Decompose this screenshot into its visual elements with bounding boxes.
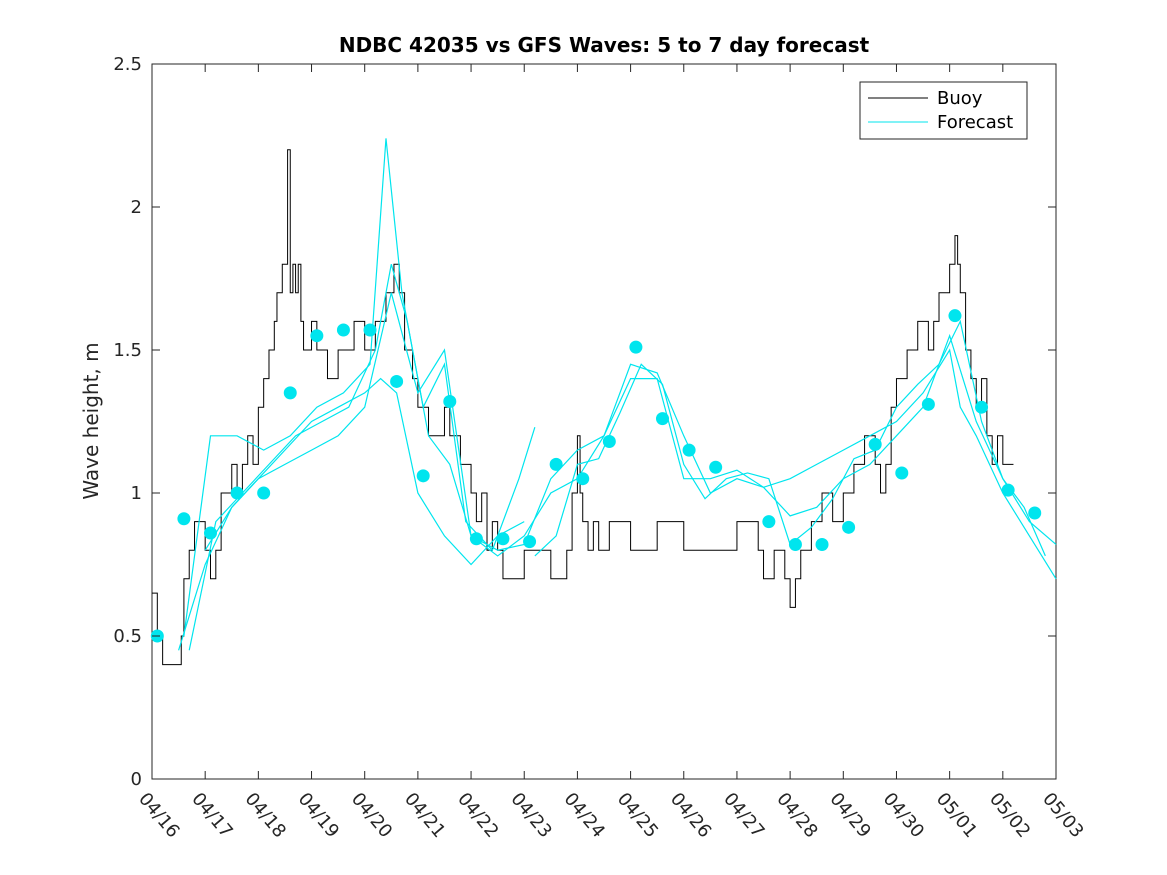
forecast-marker	[523, 535, 537, 549]
y-axis: 0 0.5 1 1.5 2 2.5	[113, 54, 1056, 790]
forecast-marker	[336, 323, 350, 337]
forecast-marker	[788, 537, 802, 551]
forecast-series-line	[204, 292, 1057, 557]
forecast-marker	[815, 537, 829, 551]
forecast-marker	[842, 520, 856, 534]
plot-area	[150, 63, 1057, 780]
forecast-marker	[709, 460, 723, 474]
forecast-marker	[655, 412, 669, 426]
forecast-marker	[230, 486, 244, 500]
forecast-series-line	[188, 264, 1057, 651]
forecast-marker	[948, 309, 962, 323]
forecast-marker	[1001, 483, 1015, 497]
forecast-marker	[629, 340, 643, 354]
y-tick-label: 0.5	[113, 626, 142, 647]
legend-box	[859, 81, 1028, 140]
legend-forecast-label: Forecast	[937, 112, 1013, 133]
forecast-marker	[310, 329, 324, 343]
forecast-marker	[496, 532, 510, 546]
forecast-marker	[549, 457, 563, 471]
forecast-marker	[762, 515, 776, 529]
forecast-marker	[1028, 506, 1042, 520]
y-tick-label: 1	[131, 483, 142, 504]
forecast-marker	[443, 394, 457, 408]
forecast-marker	[895, 466, 909, 480]
forecast-marker	[868, 437, 882, 451]
forecast-marker	[469, 532, 483, 546]
forecast-marker	[416, 469, 430, 483]
forecast-marker	[576, 472, 590, 486]
forecast-marker	[921, 397, 935, 411]
y-tick-label: 2	[131, 197, 142, 218]
forecast-marker	[602, 435, 616, 449]
forecast-marker	[257, 486, 271, 500]
forecast-marker	[363, 323, 377, 337]
y-tick-label: 1.5	[113, 340, 142, 361]
legend-buoy-label: Buoy	[937, 88, 983, 109]
forecast-marker	[975, 400, 989, 414]
forecast-marker	[682, 443, 696, 457]
forecast-marker	[390, 374, 404, 388]
forecast-marker	[203, 526, 217, 540]
plot-box	[151, 63, 1057, 780]
forecast-marker	[283, 386, 297, 400]
y-axis-label: Wave height, m	[79, 342, 103, 499]
legend: Buoy Forecast	[859, 81, 1028, 140]
y-tick-label: 0	[131, 769, 142, 790]
y-tick-label: 2.5	[113, 54, 142, 75]
chart-title: NDBC 42035 vs GFS Waves: 5 to 7 day fore…	[339, 33, 870, 57]
forecast-marker	[177, 512, 191, 526]
